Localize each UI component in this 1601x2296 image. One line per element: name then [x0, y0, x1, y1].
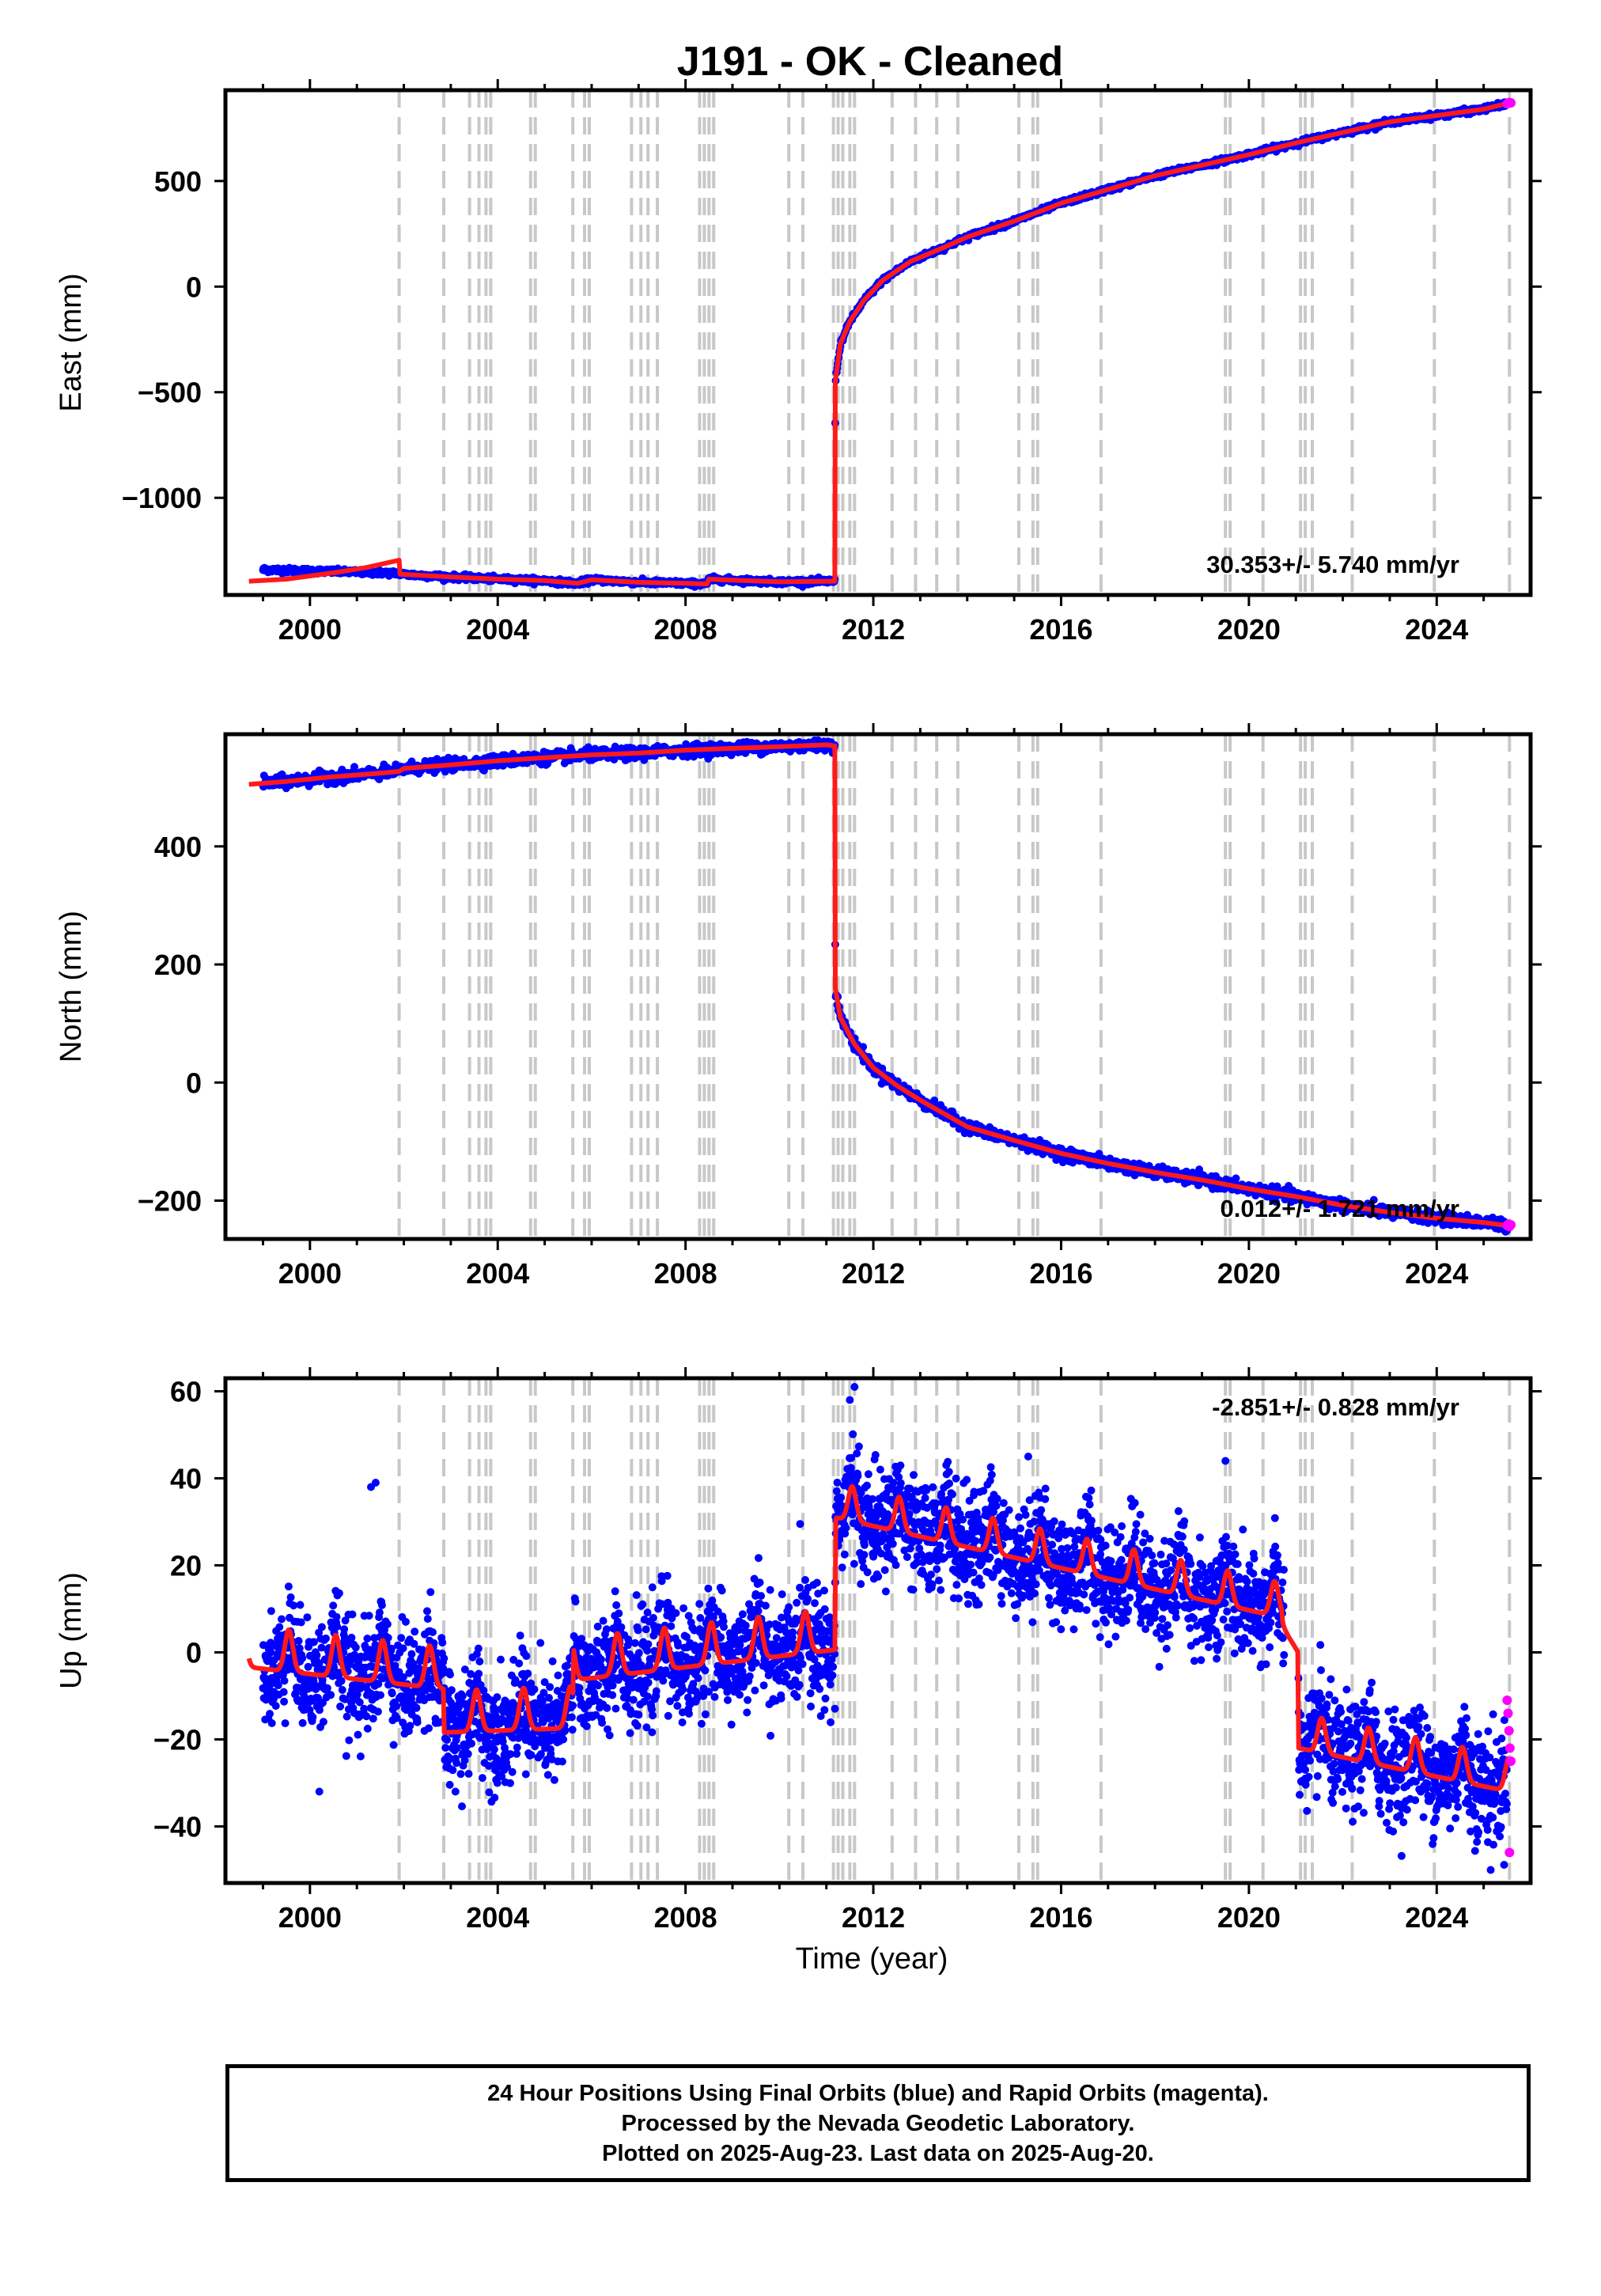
x-tick-label: 2024	[1405, 613, 1468, 646]
chart-title: J191 - OK - Cleaned	[677, 39, 1063, 85]
x-axis-label: Time (year)	[796, 1942, 948, 1976]
data-point-final	[584, 743, 592, 752]
panel-north-plot-area	[248, 734, 1516, 1239]
y-axis-label: East (mm)	[55, 273, 88, 411]
data-point-final	[1232, 1174, 1240, 1183]
x-tick-label: 2012	[842, 613, 905, 646]
rate-label: 30.353+/- 5.740 mm/yr	[1206, 551, 1459, 578]
data-point-rapid	[1506, 1220, 1516, 1230]
x-tick-label: 2000	[278, 613, 342, 646]
y-tick-label: −500	[138, 377, 202, 409]
panel-frame	[223, 732, 1533, 1241]
y-tick-label: −1000	[122, 482, 202, 514]
x-tick-label: 2016	[1029, 613, 1092, 646]
model-line	[248, 100, 1511, 587]
panel-east-plot-area	[248, 90, 1516, 595]
model-line	[248, 742, 1510, 1229]
y-tick-label: 500	[154, 165, 202, 198]
panel-east: 2000 2004 2008 2012 2016 2020 2024 500 0 −500 −100…	[55, 79, 1542, 646]
y-tick-label: 0	[186, 271, 202, 303]
x-tick-label: 2020	[1217, 613, 1281, 646]
data-point-rapid	[1506, 98, 1516, 108]
panel-frame	[223, 88, 1533, 597]
panel-north: 2000 2004 2008 2012 2016 2020 20244002000−200N…	[55, 723, 1542, 1290]
data-point-final	[1369, 1195, 1378, 1204]
data-point-final	[930, 1096, 939, 1104]
data-point-final	[1271, 1197, 1280, 1206]
x-tick-label: 2008	[654, 613, 717, 646]
x-tick-label: 2004	[466, 613, 529, 646]
